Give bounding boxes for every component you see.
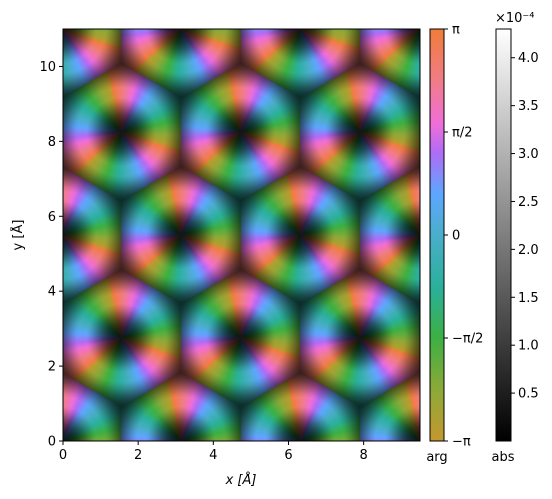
abs-tick-label: 3.5 [518, 99, 539, 114]
phase-tick-label: π/2 [452, 126, 472, 141]
y-axis: 0 2 4 6 8 10 [39, 60, 63, 450]
plot-frame [62, 28, 421, 442]
phase-tick-label: π [452, 23, 460, 38]
x-tick-label: 0 [59, 448, 67, 463]
heatmap-plot [62, 28, 421, 442]
y-tick-label: 4 [48, 285, 56, 300]
y-axis-label: y [Å] [10, 220, 26, 251]
x-tick-label: 2 [134, 448, 142, 463]
x-tick-label: 4 [209, 448, 217, 463]
heatmap-canvas [63, 29, 420, 441]
abs-colorbar: 0.5 1.0 1.5 2.0 2.5 3.0 3.5 4.0 abs ×10⁻⁴ [492, 11, 539, 465]
phase-colorbar: −π −π/2 0 π/2 π arg [426, 23, 483, 466]
abs-tick-label: 2.5 [518, 195, 539, 210]
abs-colorbar-label: abs [492, 450, 515, 465]
phase-colorbar-ticks: −π −π/2 0 π/2 π [444, 23, 483, 450]
abs-tick-label: 3.0 [518, 147, 539, 162]
abs-tick-label: 2.0 [518, 243, 539, 258]
abs-colorbar-gradient [495, 28, 512, 442]
phase-colorbar-gradient [429, 28, 445, 442]
y-tick-label: 6 [48, 210, 56, 225]
x-tick-label: 6 [284, 448, 292, 463]
abs-colorbar-ticks: 0.5 1.0 1.5 2.0 2.5 3.0 3.5 4.0 [511, 51, 539, 402]
x-axis: 0 2 4 6 8 [59, 441, 368, 463]
abs-tick-label: 1.5 [518, 291, 539, 306]
y-tick-label: 8 [48, 135, 56, 150]
abs-tick-label: 0.5 [518, 387, 539, 402]
abs-colorbar-scale: ×10⁻⁴ [495, 11, 535, 26]
abs-tick-label: 4.0 [518, 51, 539, 66]
phase-tick-label: 0 [452, 229, 460, 244]
y-tick-label: 2 [48, 360, 56, 375]
y-tick-label: 0 [48, 435, 56, 450]
y-tick-label: 10 [39, 60, 56, 75]
x-tick-label: 8 [359, 448, 367, 463]
phase-tick-label: −π/2 [452, 332, 483, 347]
phase-colorbar-label: arg [426, 450, 447, 465]
phase-tick-label: −π [452, 435, 471, 450]
x-axis-label: x [Å] [225, 472, 257, 488]
abs-tick-label: 1.0 [518, 339, 539, 354]
